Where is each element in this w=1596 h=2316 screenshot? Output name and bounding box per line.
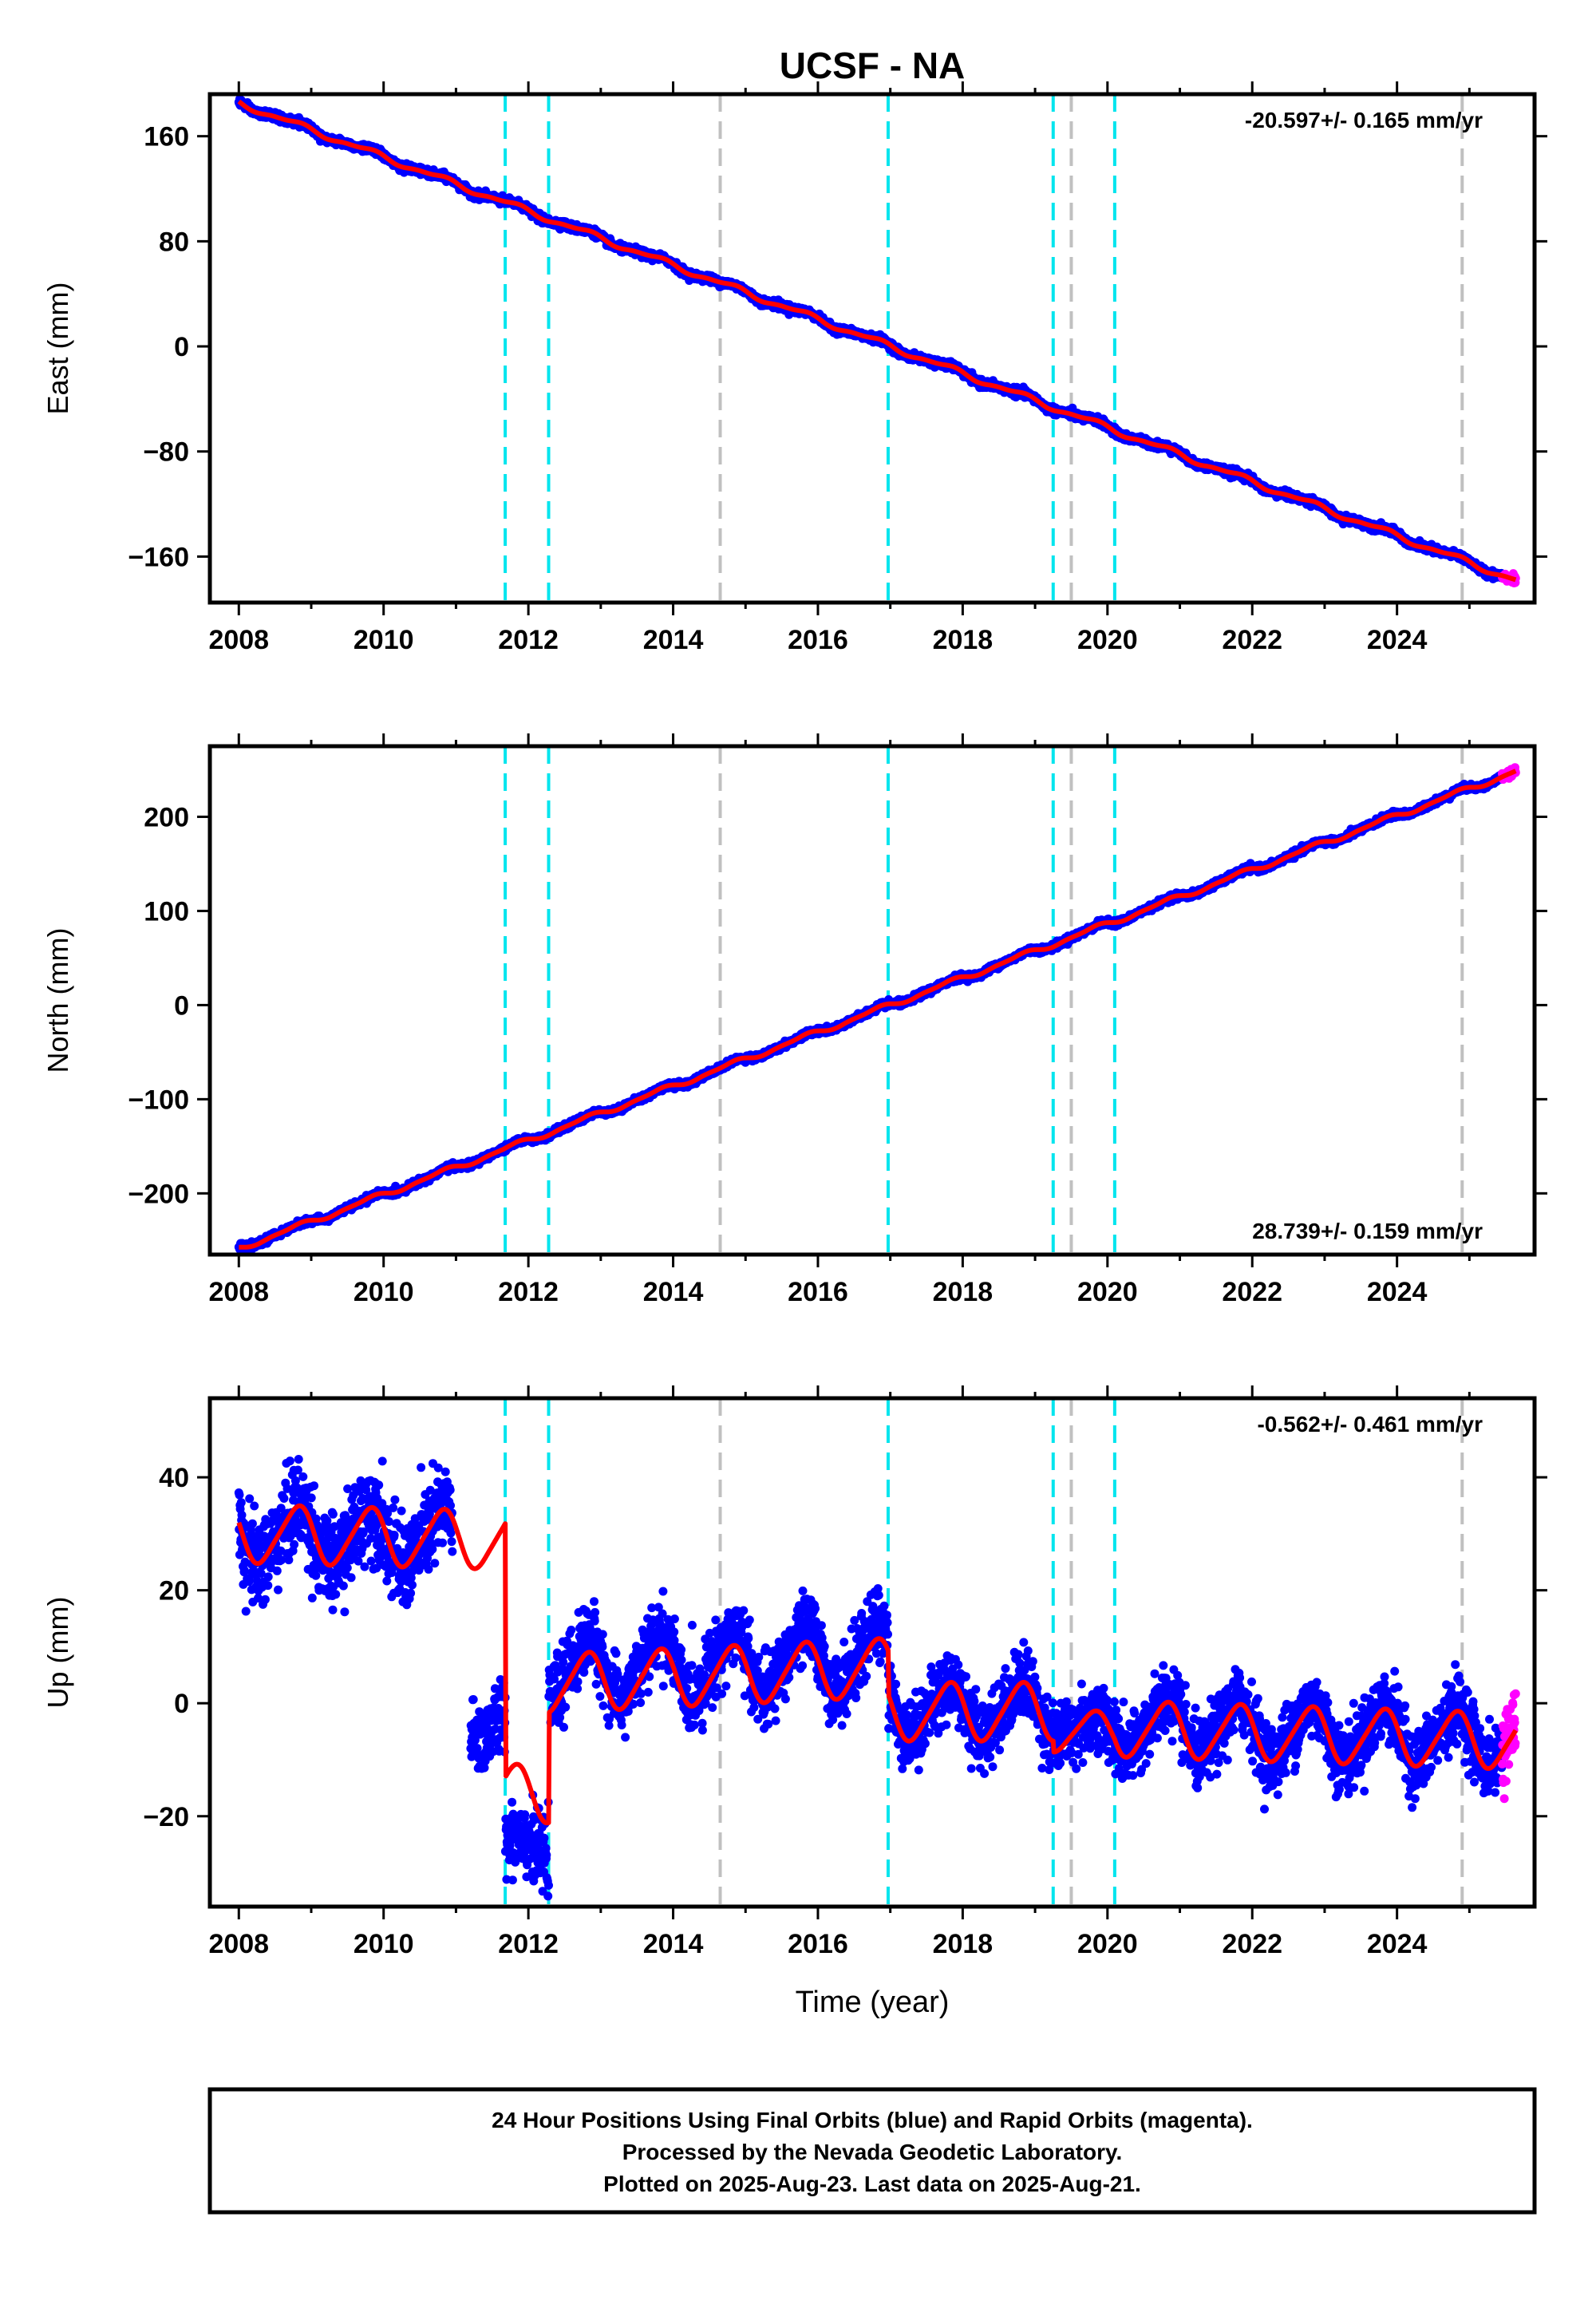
plot-area-east xyxy=(234,94,1520,603)
x-tick-label: 2020 xyxy=(1077,625,1138,655)
y-axis-label-east: East (mm) xyxy=(41,283,74,415)
x-tick-label: 2024 xyxy=(1367,625,1428,655)
y-tick-label: 80 xyxy=(159,227,189,257)
x-tick-label: 2010 xyxy=(354,625,414,655)
velocity-label-east: -20.597+/- 0.165 mm/yr xyxy=(1245,108,1483,132)
x-tick-label: 2012 xyxy=(498,625,559,655)
panel-north: 2008 2010 2012 2014 2016 2018 2020 2022 2024−200… xyxy=(41,733,1547,1307)
y-tick-label: 0 xyxy=(174,332,189,362)
y-tick-label: −160 xyxy=(128,542,189,572)
x-tick-label: 2008 xyxy=(208,625,269,655)
x-tick-label: 2022 xyxy=(1222,625,1282,655)
panels: 2008 2010 2012 2014 2016 2018 2020 2022 2024 −160… xyxy=(41,81,1547,2019)
y-tick-label: 160 xyxy=(144,122,189,152)
plot-area-north xyxy=(234,746,1520,1255)
figure-title: UCSF - NA xyxy=(780,45,966,86)
y-tick-label: −80 xyxy=(143,437,189,468)
panel-east: 2008 2010 2012 2014 2016 2018 2020 2022 2024 −160… xyxy=(41,81,1547,655)
model-line-east xyxy=(237,99,1518,583)
x-tick-label: 2016 xyxy=(788,625,848,655)
x-tick-label: 2014 xyxy=(643,625,704,655)
x-tick-label: 2018 xyxy=(933,625,994,655)
